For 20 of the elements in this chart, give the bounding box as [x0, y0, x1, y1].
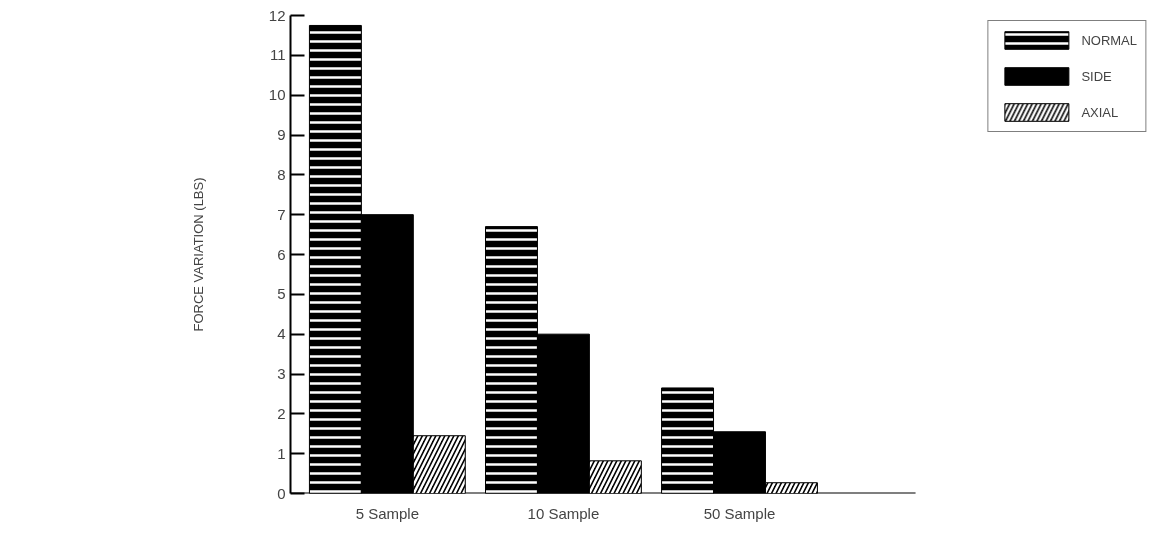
y-tick-label: 0: [277, 484, 286, 502]
y-tick-label: 9: [277, 126, 286, 143]
y-axis-title: FORCE VARIATION (LBS): [190, 177, 206, 332]
y-tick-label: 6: [277, 245, 286, 263]
y-tick-label: 12: [268, 6, 286, 24]
y-tick-label: 2: [277, 404, 286, 422]
y-tick-label: 5: [277, 285, 286, 303]
x-tick-label: 50 Sample: [703, 504, 776, 522]
legend-label: NORMAL: [1081, 32, 1137, 48]
legend-label: AXIAL: [1081, 104, 1119, 120]
x-tick-label: 5 Sample: [355, 504, 420, 522]
y-tick-label: 10: [268, 86, 286, 104]
x-tick-label: 10 Sample: [527, 504, 600, 522]
y-tick-label: 3: [277, 365, 286, 382]
y-tick-label: 7: [277, 205, 286, 223]
y-tick-label: 4: [277, 325, 286, 343]
y-tick-label: 1: [277, 444, 286, 462]
legend-label: SIDE: [1081, 68, 1112, 84]
y-tick-label: 8: [277, 165, 286, 183]
y-tick-label: 11: [269, 46, 286, 64]
